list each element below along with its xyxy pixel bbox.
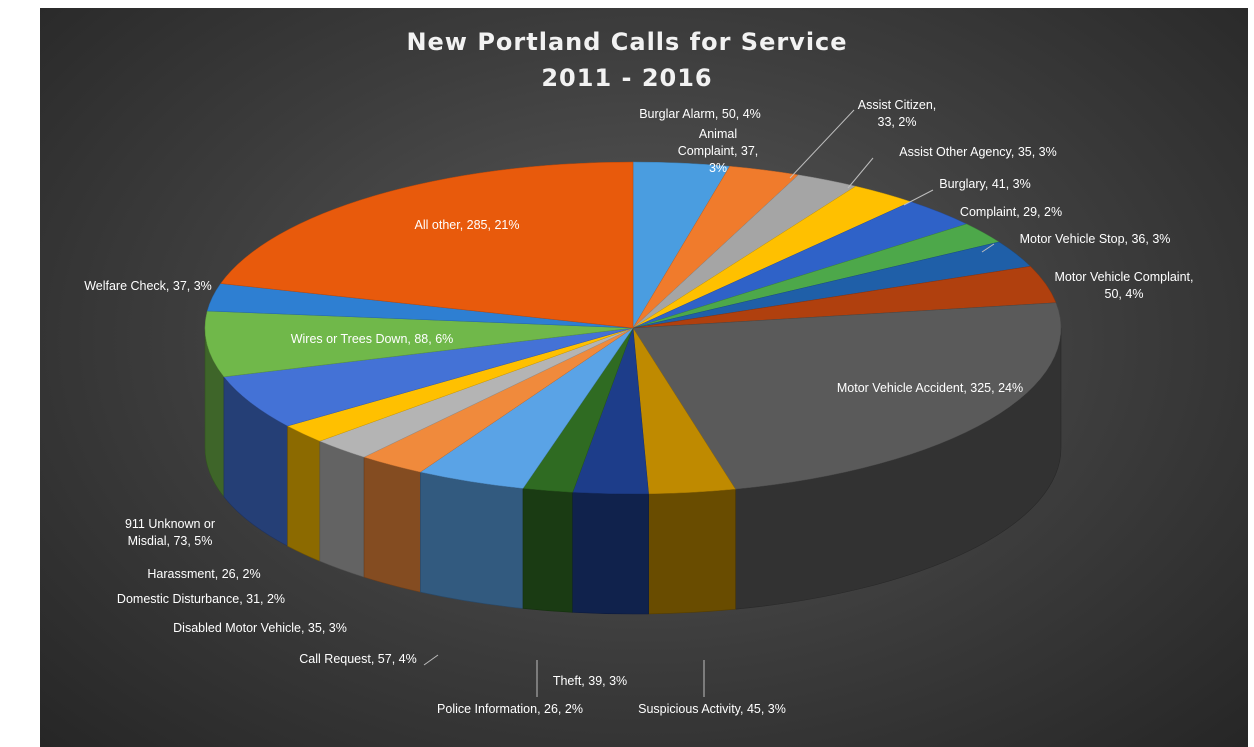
data-label-9-line-0: Suspicious Activity, 45, 3% <box>638 702 786 716</box>
data-label-14: Domestic Disturbance, 31, 2% <box>117 592 285 606</box>
data-label-11-line-0: Police Information, 26, 2% <box>437 702 583 716</box>
data-label-19-line-0: All other, 285, 21% <box>415 218 520 232</box>
chart-title-line-2: 2011 - 2016 <box>541 64 713 92</box>
data-label-1-line-1: Complaint, 37, <box>678 144 759 158</box>
leader-line-6 <box>981 243 995 253</box>
data-label-3: Assist Other Agency, 35, 3% <box>899 145 1056 159</box>
pie-side-12 <box>420 471 524 609</box>
data-label-8: Motor Vehicle Accident, 325, 24% <box>837 381 1023 395</box>
data-label-17-line-0: Wires or Trees Down, 88, 6% <box>291 332 454 346</box>
data-label-5: Complaint, 29, 2% <box>960 205 1062 219</box>
data-label-16: 911 Unknown or Misdial, 73, 5% <box>125 517 215 548</box>
pie-slice-16 <box>223 327 634 427</box>
pie-top-group <box>204 161 1062 495</box>
data-label-3-line-0: Assist Other Agency, 35, 3% <box>899 145 1056 159</box>
data-label-0-line-0: Burglar Alarm, 50, 4% <box>639 107 761 121</box>
leader-line-4 <box>903 189 934 206</box>
data-label-15: Harassment, 26, 2% <box>147 567 260 581</box>
data-label-13-line-0: Disabled Motor Vehicle, 35, 3% <box>173 621 347 635</box>
data-label-16-line-1: Misdial, 73, 5% <box>128 534 213 548</box>
data-label-8-line-0: Motor Vehicle Accident, 325, 24% <box>837 381 1023 395</box>
data-label-14-line-0: Domestic Disturbance, 31, 2% <box>117 592 285 606</box>
data-label-0: Burglar Alarm, 50, 4% <box>639 107 761 121</box>
data-label-15-line-0: Harassment, 26, 2% <box>147 567 260 581</box>
data-label-16-line-0: 911 Unknown or <box>125 517 215 531</box>
leader-line-2 <box>789 109 855 179</box>
data-label-7-line-1: 50, 4% <box>1105 287 1144 301</box>
data-label-1: Animal Complaint, 37, 3% <box>678 127 759 175</box>
pie-side-15 <box>287 425 321 562</box>
data-label-13: Disabled Motor Vehicle, 35, 3% <box>173 621 347 635</box>
pie-slice-8 <box>632 302 1062 490</box>
data-label-17: Wires or Trees Down, 88, 6% <box>291 332 454 346</box>
pie-side-13 <box>363 456 421 593</box>
chart-title-line-1: New Portland Calls for Service <box>406 28 848 56</box>
pie-side-10 <box>572 492 649 615</box>
data-label-9: Suspicious Activity, 45, 3% <box>638 702 786 716</box>
data-label-7-line-0: Motor Vehicle Complaint, <box>1055 270 1194 284</box>
data-label-10-line-0: Theft, 39, 3% <box>553 674 627 688</box>
data-label-group: Burglar Alarm, 50, 4% Animal Complaint, 37… <box>84 98 1193 716</box>
data-label-12: Call Request, 57, 4% <box>299 652 416 666</box>
data-label-2-line-1: 33, 2% <box>878 115 917 129</box>
data-label-4-line-0: Burglary, 41, 3% <box>939 177 1030 191</box>
data-label-2-line-0: Assist Citizen, <box>858 98 937 112</box>
data-label-4: Burglary, 41, 3% <box>939 177 1030 191</box>
pie-side-14 <box>319 440 365 578</box>
pie-side-9 <box>648 488 736 615</box>
data-label-18-line-0: Welfare Check, 37, 3% <box>84 279 212 293</box>
data-label-6-line-0: Motor Vehicle Stop, 36, 3% <box>1020 232 1171 246</box>
data-label-1-line-0: Animal <box>699 127 737 141</box>
data-label-12-line-0: Call Request, 57, 4% <box>299 652 416 666</box>
leader-line-12 <box>423 654 439 666</box>
pie-side-group <box>204 327 1062 615</box>
data-label-10: Theft, 39, 3% <box>553 674 627 688</box>
data-label-7: Motor Vehicle Complaint, 50, 4% <box>1055 270 1194 301</box>
data-label-18: Welfare Check, 37, 3% <box>84 279 212 293</box>
pie-side-11 <box>522 488 574 613</box>
data-label-19: All other, 285, 21% <box>415 218 520 232</box>
data-label-2: Assist Citizen, 33, 2% <box>858 98 937 129</box>
leader-line-3 <box>847 157 874 189</box>
data-label-6: Motor Vehicle Stop, 36, 3% <box>1020 232 1171 246</box>
data-label-11: Police Information, 26, 2% <box>437 702 583 716</box>
pie-slice-19 <box>220 161 634 329</box>
pie-slice-17 <box>204 310 634 378</box>
data-label-1-line-2: 3% <box>709 161 727 175</box>
data-label-5-line-0: Complaint, 29, 2% <box>960 205 1062 219</box>
